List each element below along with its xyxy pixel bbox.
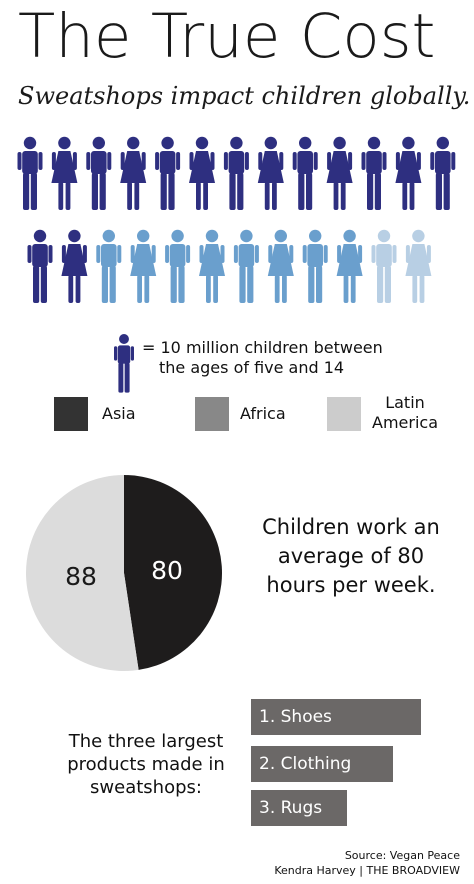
work-hours-stat: Children work an average of 80 hours per…: [244, 513, 458, 600]
child-figure-africa: [233, 229, 259, 303]
product-bar: 3. Rugs: [251, 790, 347, 826]
child-figure-icon: [114, 334, 134, 393]
child-figure-africa: [267, 229, 294, 303]
page-subtitle: Sweatshops impact children globally.: [18, 82, 471, 110]
legend-label-asia: Asia: [102, 404, 136, 423]
child-figure-asia: [257, 136, 284, 210]
child-figure-asia: [61, 229, 88, 303]
products-label-line: The three largest: [68, 731, 224, 752]
legend-label-africa: Africa: [240, 404, 286, 423]
legend-swatch: [195, 397, 229, 431]
legend-label-america: America: [372, 413, 438, 432]
page-title: The True Cost: [18, 1, 436, 72]
child-figure-asia: [189, 136, 215, 210]
child-figure-asia: [292, 136, 318, 210]
legend-swatch: [327, 397, 361, 431]
child-figure-asia: [17, 136, 43, 210]
child-figure-asia: [395, 136, 422, 210]
figure-key-line-1: = 10 million children between: [142, 338, 383, 357]
products-label-line: sweatshops:: [90, 777, 202, 798]
pie-slice: [124, 475, 222, 670]
legend-label-latin-america: Latin America: [372, 393, 438, 433]
child-figure-asia: [361, 136, 387, 210]
child-figure-asia: [51, 136, 78, 210]
child-figure-africa: [165, 229, 191, 303]
child-figure-africa: [302, 229, 328, 303]
child-figure-latin-america: [405, 229, 432, 303]
child-figure-africa: [336, 229, 363, 303]
pie-slice: [25, 475, 139, 671]
child-figure-asia: [223, 136, 249, 210]
child-figure-asia: [120, 136, 147, 210]
stat-line: hours per week.: [266, 573, 436, 597]
legend-label-latin: Latin: [385, 393, 425, 412]
source-text: Source: Vegan Peace: [344, 849, 460, 862]
child-figure-asia: [430, 136, 456, 210]
stat-line: Children work an: [262, 515, 440, 539]
child-figure-africa: [199, 229, 225, 303]
child-figure-africa: [130, 229, 157, 303]
product-bar-label: 3. Rugs: [259, 798, 323, 818]
child-figure-latin-america: [371, 229, 397, 303]
figure-key-line-2: the ages of five and 14: [159, 358, 345, 377]
child-figure-asia: [326, 136, 353, 210]
source-credit: Source: Vegan Peace Kendra Harvey | THE …: [274, 848, 460, 878]
stat-line: average of 80: [277, 544, 425, 568]
product-bar-label: 1. Shoes: [259, 707, 332, 727]
child-figure-asia: [86, 136, 112, 210]
child-figure-asia: [155, 136, 181, 210]
product-bar: 2. Clothing: [251, 746, 393, 782]
products-label-line: products made in: [67, 754, 225, 775]
pie-slice-label: 88: [65, 562, 97, 591]
products-label: The three largest products made in sweat…: [56, 730, 236, 799]
legend-swatch: [54, 397, 88, 431]
pie-slice-label: 80: [151, 556, 183, 585]
child-figure-asia: [27, 229, 53, 303]
figure-key-text: = 10 million children between the ages o…: [142, 338, 462, 378]
product-bar-label: 2. Clothing: [259, 754, 352, 774]
child-figure-africa: [96, 229, 122, 303]
product-bar: 1. Shoes: [251, 699, 421, 735]
credit-text: Kendra Harvey | THE BROADVIEW: [274, 864, 460, 877]
